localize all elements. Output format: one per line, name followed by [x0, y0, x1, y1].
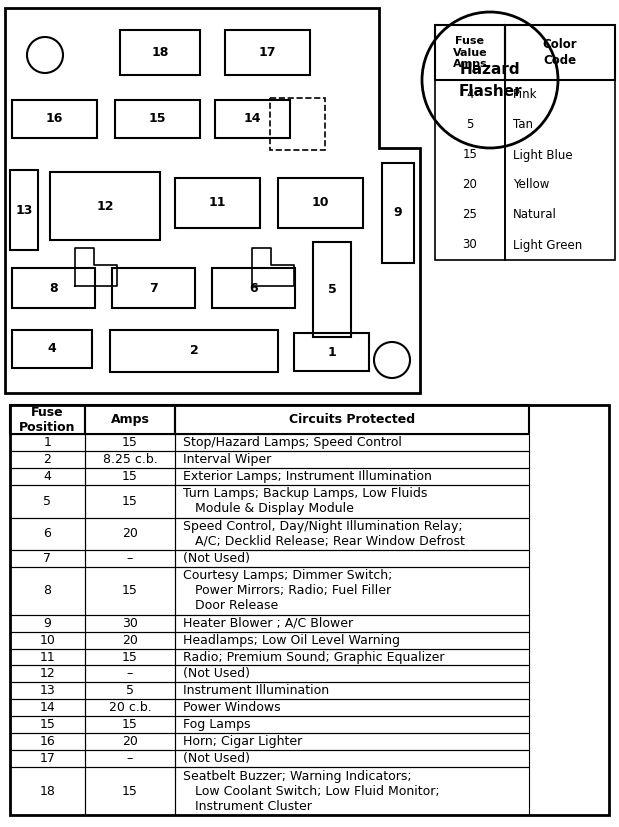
Text: 8: 8	[49, 281, 58, 294]
Text: 20: 20	[122, 735, 138, 748]
Text: –: –	[127, 552, 133, 565]
Text: 5: 5	[466, 118, 474, 131]
Text: Power Windows: Power Windows	[183, 701, 280, 715]
Text: 5: 5	[126, 685, 134, 697]
Text: Fog Lamps: Fog Lamps	[183, 719, 251, 731]
Text: Light Green: Light Green	[513, 238, 582, 251]
Text: Circuits Protected: Circuits Protected	[289, 414, 415, 426]
Text: 7: 7	[43, 552, 51, 565]
Text: Turn Lamps; Backup Lamps, Low Fluids
   Module & Display Module: Turn Lamps; Backup Lamps, Low Fluids Mod…	[183, 487, 427, 515]
Text: Stop/Hazard Lamps; Speed Control: Stop/Hazard Lamps; Speed Control	[183, 437, 402, 449]
Text: 15: 15	[122, 584, 138, 597]
Text: –: –	[127, 753, 133, 765]
Text: (Not Used): (Not Used)	[183, 552, 250, 565]
Text: 18: 18	[151, 46, 169, 59]
Text: 15: 15	[122, 651, 138, 663]
Text: 14: 14	[244, 112, 261, 126]
Text: 6: 6	[249, 281, 258, 294]
Text: 12: 12	[40, 667, 55, 681]
Text: 11: 11	[40, 651, 55, 663]
Text: 15: 15	[462, 149, 477, 161]
Text: 1: 1	[327, 346, 336, 358]
Text: Fuse
Position: Fuse Position	[19, 405, 76, 433]
Text: 20: 20	[122, 527, 138, 540]
Text: Instrument Illumination: Instrument Illumination	[183, 685, 329, 697]
Text: Color
Code: Color Code	[543, 39, 578, 66]
Text: 4: 4	[48, 342, 56, 356]
Text: 16: 16	[46, 112, 63, 126]
Text: 15: 15	[122, 719, 138, 731]
Text: Radio; Premium Sound; Graphic Equalizer: Radio; Premium Sound; Graphic Equalizer	[183, 651, 444, 663]
Text: 15: 15	[40, 719, 56, 731]
Text: 25: 25	[462, 208, 477, 222]
Text: 8.25 c.b.: 8.25 c.b.	[103, 453, 157, 466]
Text: 15: 15	[122, 785, 138, 797]
Text: 10: 10	[40, 633, 56, 647]
Text: Horn; Cigar Lighter: Horn; Cigar Lighter	[183, 735, 302, 748]
Text: Headlamps; Low Oil Level Warning: Headlamps; Low Oil Level Warning	[183, 633, 400, 647]
Text: 17: 17	[40, 753, 56, 765]
Text: 10: 10	[312, 197, 329, 209]
Text: Natural: Natural	[513, 208, 557, 222]
Text: 30: 30	[122, 617, 138, 629]
Text: 18: 18	[40, 785, 56, 797]
Text: Speed Control, Day/Night Illumination Relay;
   A/C; Decklid Release; Rear Windo: Speed Control, Day/Night Illumination Re…	[183, 519, 465, 547]
Text: 9: 9	[43, 617, 51, 629]
Text: Fuse
Value
Amps: Fuse Value Amps	[452, 36, 487, 69]
Text: 9: 9	[394, 207, 402, 219]
Text: 7: 7	[149, 281, 158, 294]
Text: Interval Wiper: Interval Wiper	[183, 453, 271, 466]
Text: 16: 16	[40, 735, 55, 748]
Text: Flasher: Flasher	[458, 84, 522, 99]
Text: 8: 8	[43, 584, 51, 597]
Text: 6: 6	[43, 527, 51, 540]
Text: (Not Used): (Not Used)	[183, 753, 250, 765]
Text: 2: 2	[189, 345, 198, 357]
Text: 20: 20	[462, 179, 477, 192]
Text: Pink: Pink	[513, 88, 537, 102]
Text: 30: 30	[462, 238, 477, 251]
Text: 14: 14	[40, 701, 55, 715]
Text: 17: 17	[259, 46, 276, 59]
Text: –: –	[127, 667, 133, 681]
Text: 4: 4	[466, 88, 474, 102]
Text: Yellow: Yellow	[513, 179, 550, 192]
Text: Amps: Amps	[111, 414, 149, 426]
Text: 15: 15	[149, 112, 167, 126]
Text: 4: 4	[43, 471, 51, 483]
Text: 12: 12	[96, 199, 114, 213]
Text: 13: 13	[40, 685, 55, 697]
Text: Light Blue: Light Blue	[513, 149, 573, 161]
Text: Hazard: Hazard	[460, 63, 521, 78]
Text: 5: 5	[327, 283, 336, 296]
Text: 2: 2	[43, 453, 51, 466]
Text: Seatbelt Buzzer; Warning Indicators;
   Low Coolant Switch; Low Fluid Monitor;
 : Seatbelt Buzzer; Warning Indicators; Low…	[183, 770, 439, 813]
Text: Courtesy Lamps; Dimmer Switch;
   Power Mirrors; Radio; Fuel Filler
   Door Rele: Courtesy Lamps; Dimmer Switch; Power Mir…	[183, 569, 392, 612]
Text: 1: 1	[43, 437, 51, 449]
Text: 11: 11	[209, 197, 227, 209]
Text: 13: 13	[15, 203, 33, 217]
Text: 20: 20	[122, 633, 138, 647]
Text: 20 c.b.: 20 c.b.	[108, 701, 152, 715]
Text: 5: 5	[43, 495, 51, 508]
Text: Exterior Lamps; Instrument Illumination: Exterior Lamps; Instrument Illumination	[183, 471, 432, 483]
Text: Heater Blower ; A/C Blower: Heater Blower ; A/C Blower	[183, 617, 353, 629]
Text: (Not Used): (Not Used)	[183, 667, 250, 681]
Text: Tan: Tan	[513, 118, 533, 131]
Text: 15: 15	[122, 437, 138, 449]
Text: 15: 15	[122, 495, 138, 508]
Text: 15: 15	[122, 471, 138, 483]
